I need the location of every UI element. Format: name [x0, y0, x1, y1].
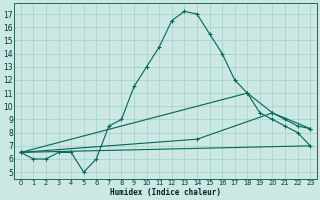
- X-axis label: Humidex (Indice chaleur): Humidex (Indice chaleur): [110, 188, 221, 197]
